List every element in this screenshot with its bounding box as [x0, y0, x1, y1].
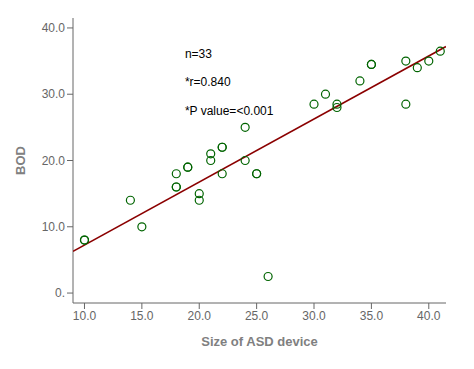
svg-text:Size of ASD device: Size of ASD device	[201, 334, 318, 349]
svg-text:15.0: 15.0	[130, 309, 154, 323]
svg-text:35.0: 35.0	[360, 309, 384, 323]
svg-text:10.0: 10.0	[42, 220, 66, 234]
svg-text:20.0: 20.0	[42, 154, 66, 168]
html-text:n=33: n=33	[184, 46, 212, 61]
svg-text:25.0: 25.0	[245, 309, 269, 323]
svg-text:40.0: 40.0	[417, 309, 441, 323]
svg-text:40.0: 40.0	[42, 21, 66, 35]
svg-text:30.0: 30.0	[42, 87, 66, 101]
svg-text:10.0: 10.0	[73, 309, 97, 323]
html-text:*P value=<0.001: *P value=<0.001	[184, 103, 274, 118]
svg-text:BOD: BOD	[13, 146, 28, 175]
svg-text:20.0: 20.0	[188, 309, 212, 323]
svg-text:0.: 0.	[55, 286, 65, 300]
svg-text:30.0: 30.0	[302, 309, 326, 323]
html-text:*r=0.840: *r=0.840	[184, 75, 231, 89]
